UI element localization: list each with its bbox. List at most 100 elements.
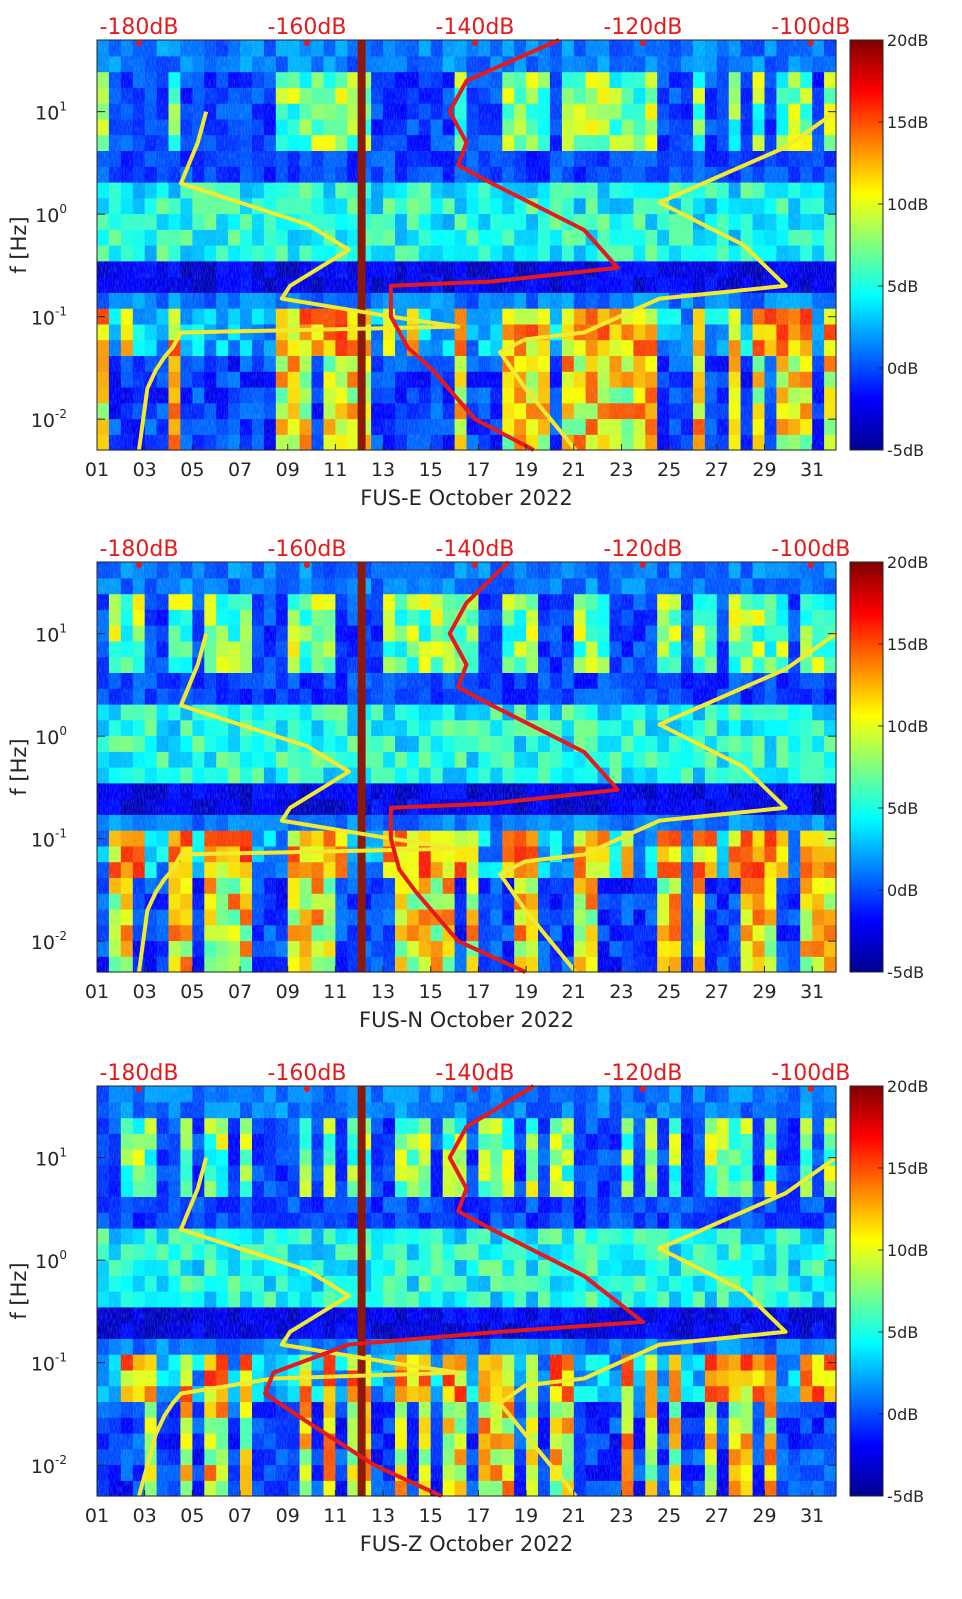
top-tick-label: -120dB [603, 1061, 682, 1086]
colorbar: 20dB 15dB 10dB 5dB 0dB -5dB [849, 31, 929, 460]
top-tick [807, 562, 814, 568]
y-axis-label: f [Hz] [7, 216, 31, 273]
spectrogram [97, 40, 837, 451]
colorbar-tick-label: -5dB [887, 963, 924, 982]
top-tick-label: -140dB [435, 537, 514, 562]
series-line-2 [263, 1084, 645, 1498]
y-tick-label: 10-1 [31, 827, 67, 852]
vertical-marker [357, 40, 366, 450]
x-tick-label: 07 [228, 1505, 252, 1527]
y-tick-label: 101 [35, 100, 67, 125]
top-tick [639, 40, 646, 46]
x-tick-label: 05 [180, 459, 204, 481]
top-tick [471, 562, 478, 568]
top-tick-label: -180dB [99, 1061, 178, 1086]
x-tick-label: 29 [752, 1505, 776, 1527]
y-tick-label: 100 [35, 202, 67, 227]
x-tick-label: 11 [323, 459, 347, 481]
x-tick-label: 03 [133, 1505, 157, 1527]
x-tick-label: 23 [609, 981, 633, 1003]
x-tick-label: 31 [800, 1505, 824, 1527]
spectrogram [97, 1086, 837, 1497]
x-tick-label: 21 [562, 459, 586, 481]
plot-frame [96, 39, 837, 451]
top-tick-label: -140dB [435, 15, 514, 40]
series-line-1 [498, 631, 838, 974]
y-tick-label: 10-1 [31, 1351, 67, 1376]
top-tick-label: -180dB [99, 537, 178, 562]
top-tick-label: -160dB [267, 537, 346, 562]
colorbar-tick-label: 0dB [887, 1405, 918, 1424]
y-tick-label: 100 [35, 724, 67, 749]
x-tick-label: 21 [562, 1505, 586, 1527]
top-tick-label: -160dB [267, 15, 346, 40]
x-tick-label: 31 [800, 459, 824, 481]
colorbar-tick-label: 5dB [887, 799, 918, 818]
series-line-0 [137, 1157, 461, 1497]
colorbar-tick-label: -5dB [887, 1487, 924, 1506]
y-axis-label: f [Hz] [7, 738, 31, 795]
vertical-marker [357, 1086, 366, 1496]
y-tick-label: 101 [35, 1146, 67, 1171]
top-tick [135, 562, 142, 568]
x-tick-label: 11 [323, 1505, 347, 1527]
x-axis-label: FUS-N October 2022 [359, 1008, 574, 1032]
top-tick-label: -140dB [435, 1061, 514, 1086]
colorbar: 20dB 15dB 10dB 5dB 0dB -5dB [849, 553, 929, 982]
x-tick-label: 01 [85, 1505, 109, 1527]
x-tick-label: 27 [705, 1505, 729, 1527]
colorbar: 20dB 15dB 10dB 5dB 0dB -5dB [849, 1077, 929, 1506]
x-tick-label: 17 [466, 981, 490, 1003]
spectrogram [97, 562, 837, 973]
colorbar-tick-label: 20dB [887, 31, 929, 50]
top-tick-label: -100dB [771, 15, 850, 40]
x-tick-label: 27 [705, 981, 729, 1003]
colorbar-tick-label: 5dB [887, 1323, 918, 1342]
x-tick-label: 23 [609, 459, 633, 481]
x-tick-label: 13 [371, 1505, 395, 1527]
x-tick-label: 31 [800, 981, 824, 1003]
series-line-0 [137, 633, 461, 973]
colorbar-tick-label: 15dB [887, 1159, 929, 1178]
x-tick-label: 07 [228, 459, 252, 481]
x-tick-label: 13 [371, 459, 395, 481]
y-tick-label: 10-2 [31, 407, 67, 432]
x-tick-label: 29 [752, 459, 776, 481]
panel-0: 01 03 05 07 09 11 13 15 17 19 21 23 25 27 29 31 FUS-E Oc… [7, 15, 929, 510]
colorbar-tick-label: -5dB [887, 441, 924, 460]
x-tick-label: 23 [609, 1505, 633, 1527]
y-tick-label: 10-2 [31, 1453, 67, 1478]
series-line-2 [388, 38, 620, 452]
x-tick-label: 09 [276, 459, 300, 481]
series-line-1 [498, 109, 838, 452]
x-tick-label: 19 [514, 459, 538, 481]
top-tick [471, 1086, 478, 1092]
plot-frame [96, 561, 837, 973]
top-tick [303, 562, 310, 568]
x-axis-label: FUS-E October 2022 [360, 486, 572, 510]
x-tick-label: 21 [562, 981, 586, 1003]
top-tick [639, 562, 646, 568]
x-tick-label: 19 [514, 981, 538, 1003]
y-tick-label: 10-2 [31, 929, 67, 954]
x-tick-label: 13 [371, 981, 395, 1003]
colorbar-tick-label: 20dB [887, 553, 929, 572]
x-tick-label: 15 [419, 459, 443, 481]
top-tick [639, 1086, 646, 1092]
colorbar-tick-label: 15dB [887, 635, 929, 654]
top-tick-label: -120dB [603, 537, 682, 562]
x-tick-label: 15 [419, 1505, 443, 1527]
panel-1: 01 03 05 07 09 11 13 15 17 19 21 23 25 27 29 31 FUS-N Oc… [7, 537, 929, 1032]
x-tick-label: 25 [657, 1505, 681, 1527]
x-tick-label: 25 [657, 981, 681, 1003]
y-axis-label: f [Hz] [7, 1262, 31, 1319]
x-tick-label: 17 [466, 459, 490, 481]
x-tick-label: 19 [514, 1505, 538, 1527]
x-tick-label: 17 [466, 1505, 490, 1527]
top-tick-label: -100dB [771, 537, 850, 562]
colorbar-tick-label: 0dB [887, 881, 918, 900]
colorbar-tick-label: 15dB [887, 113, 929, 132]
y-tick-label: 101 [35, 622, 67, 647]
x-tick-label: 29 [752, 981, 776, 1003]
vertical-marker [357, 562, 366, 972]
